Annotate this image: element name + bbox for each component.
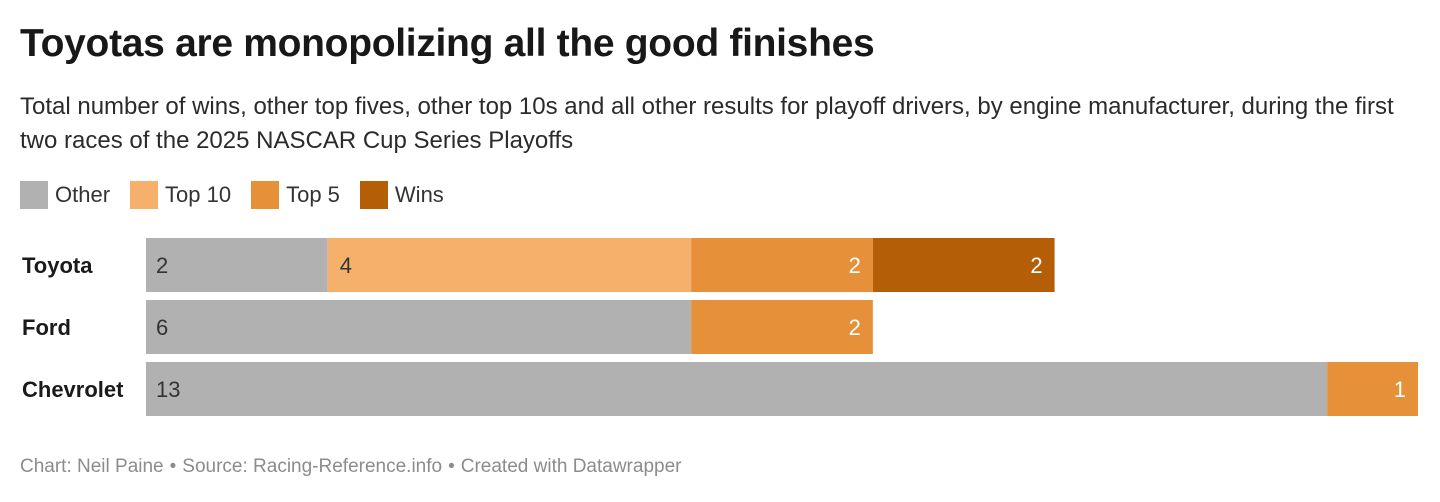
legend-label-top10: Top 10 <box>165 182 232 207</box>
value-label-chevrolet-other: 13 <box>156 377 180 402</box>
category-label-toyota: Toyota <box>22 253 93 278</box>
footer-separator: • <box>169 456 177 477</box>
chart-title: Toyotas are monopolizing all the good fi… <box>20 22 875 65</box>
value-label-chevrolet-top-5: 1 <box>1394 377 1406 402</box>
legend-swatch-top10 <box>130 181 159 209</box>
bar-chevrolet-top-5 <box>1327 362 1418 416</box>
legend-label-other: Other <box>55 182 111 207</box>
value-label-toyota-other: 2 <box>156 253 168 278</box>
value-label-toyota-top-10: 4 <box>340 253 352 278</box>
category-label-ford: Ford <box>22 315 71 340</box>
legend-item-other: Other <box>20 181 110 209</box>
bar-toyota-wins <box>872 238 1055 292</box>
legend-label-top5: Top 5 <box>286 182 340 207</box>
legend-swatch-wins <box>359 181 388 209</box>
chart-footer: Chart: Neil Paine • Source: Racing-Referen… <box>20 456 681 478</box>
value-label-toyota-top-5: 2 <box>849 253 861 278</box>
bar-ford-other <box>146 300 692 354</box>
legend-label-wins: Wins <box>394 182 444 207</box>
bar-chart: Toyota 2 4 2 2 Ford 6 2 Chevrolet 13 1 <box>22 238 1418 416</box>
footer-created-with: Created with Datawrapper <box>460 456 682 477</box>
footer-chart-credit: Chart: Neil Paine <box>20 456 164 477</box>
legend-swatch-top5 <box>251 181 280 209</box>
bar-ford-top-5 <box>691 300 873 354</box>
bar-toyota-top-5 <box>691 238 873 292</box>
chart-subtitle: Total number of wins, other top fives, o… <box>20 93 1394 154</box>
bar-toyota-top-10 <box>327 238 692 292</box>
value-label-ford-top-5: 2 <box>849 315 861 340</box>
value-label-toyota-wins: 2 <box>1030 253 1042 278</box>
bar-toyota-other <box>146 238 328 292</box>
legend: Other Top 10 Top 5 Wins <box>20 181 464 209</box>
legend-item-top10: Top 10 <box>130 181 231 209</box>
legend-swatch-other <box>20 181 48 209</box>
legend-item-wins: Wins <box>359 181 444 209</box>
value-label-ford-other: 6 <box>156 315 168 340</box>
footer-source: Source: Racing-Reference.info <box>182 456 443 477</box>
bar-chevrolet-other <box>146 362 1328 416</box>
legend-item-top5: Top 5 <box>251 181 340 209</box>
category-label-chevrolet: Chevrolet <box>22 377 124 402</box>
footer-separator: • <box>448 456 455 477</box>
